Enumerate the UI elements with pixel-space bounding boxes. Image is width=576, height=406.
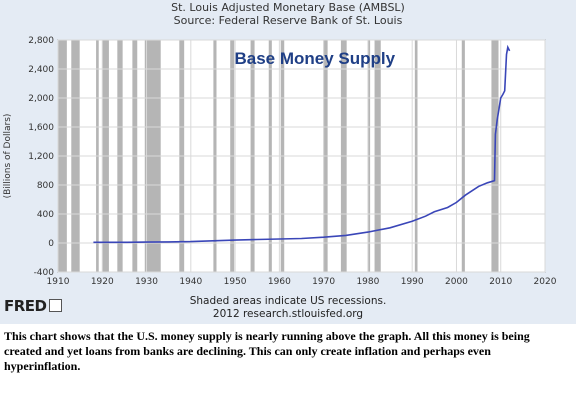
y-tick-label: 2,000: [28, 94, 54, 104]
y-tick-label: 1,200: [28, 152, 54, 162]
y-axis-label: (Billions of Dollars): [3, 114, 13, 199]
gridlines: [57, 39, 546, 273]
chart-header-source: Source: Federal Reserve Bank of St. Loui…: [173, 14, 403, 27]
chart-glyph-icon: [48, 299, 62, 312]
x-tick-label: 1960: [268, 277, 291, 287]
x-tick-label: 1970: [312, 277, 335, 287]
y-axis-ticks: -400 0 400 800 1,200 1,600 2,000 2,400 2,800: [28, 36, 54, 278]
x-axis-ticks: 1910 1920 1930 1940 1950 1960 1970 1980 1990 2000…: [47, 277, 557, 287]
x-tick-label: 2000: [445, 277, 468, 287]
fred-logo-text: FRED: [4, 297, 47, 315]
series-line: [93, 44, 511, 244]
y-tick-label: 2,400: [28, 65, 54, 75]
series-line-layer: [93, 44, 511, 244]
chart-header-title: St. Louis Adjusted Monetary Base (AMBSL): [171, 1, 405, 14]
copyright-note: 2012 research.stlouisfed.org: [212, 308, 364, 320]
x-tick-label: 1950: [224, 277, 247, 287]
x-tick-label: 1990: [401, 277, 424, 287]
x-tick-label: 1930: [135, 277, 158, 287]
x-tick-label: 1940: [179, 277, 202, 287]
x-tick-label: 2010: [489, 277, 512, 287]
y-tick-label: 0: [48, 239, 54, 249]
y-tick-label: 400: [37, 210, 54, 220]
y-tick-label: 800: [37, 181, 54, 191]
y-tick-label: -400: [34, 268, 55, 278]
x-tick-label: 2020: [534, 277, 557, 287]
x-tick-label: 1980: [356, 277, 379, 287]
y-tick-label: 2,800: [28, 36, 54, 46]
x-tick-label: 1920: [91, 277, 114, 287]
chart-title: Base Money Supply: [234, 49, 395, 68]
recession-note: Shaded areas indicate US recessions.: [189, 295, 387, 307]
chart: -400 0 400 800 1,200 1,600 2,000 2,400 2,800 191…: [3, 36, 557, 287]
y-tick-label: 1,600: [28, 123, 54, 133]
x-tick-label: 1910: [47, 277, 70, 287]
fred-logo: FRED: [4, 297, 62, 315]
caption-text: This chart shows that the U.S. money sup…: [4, 329, 530, 373]
